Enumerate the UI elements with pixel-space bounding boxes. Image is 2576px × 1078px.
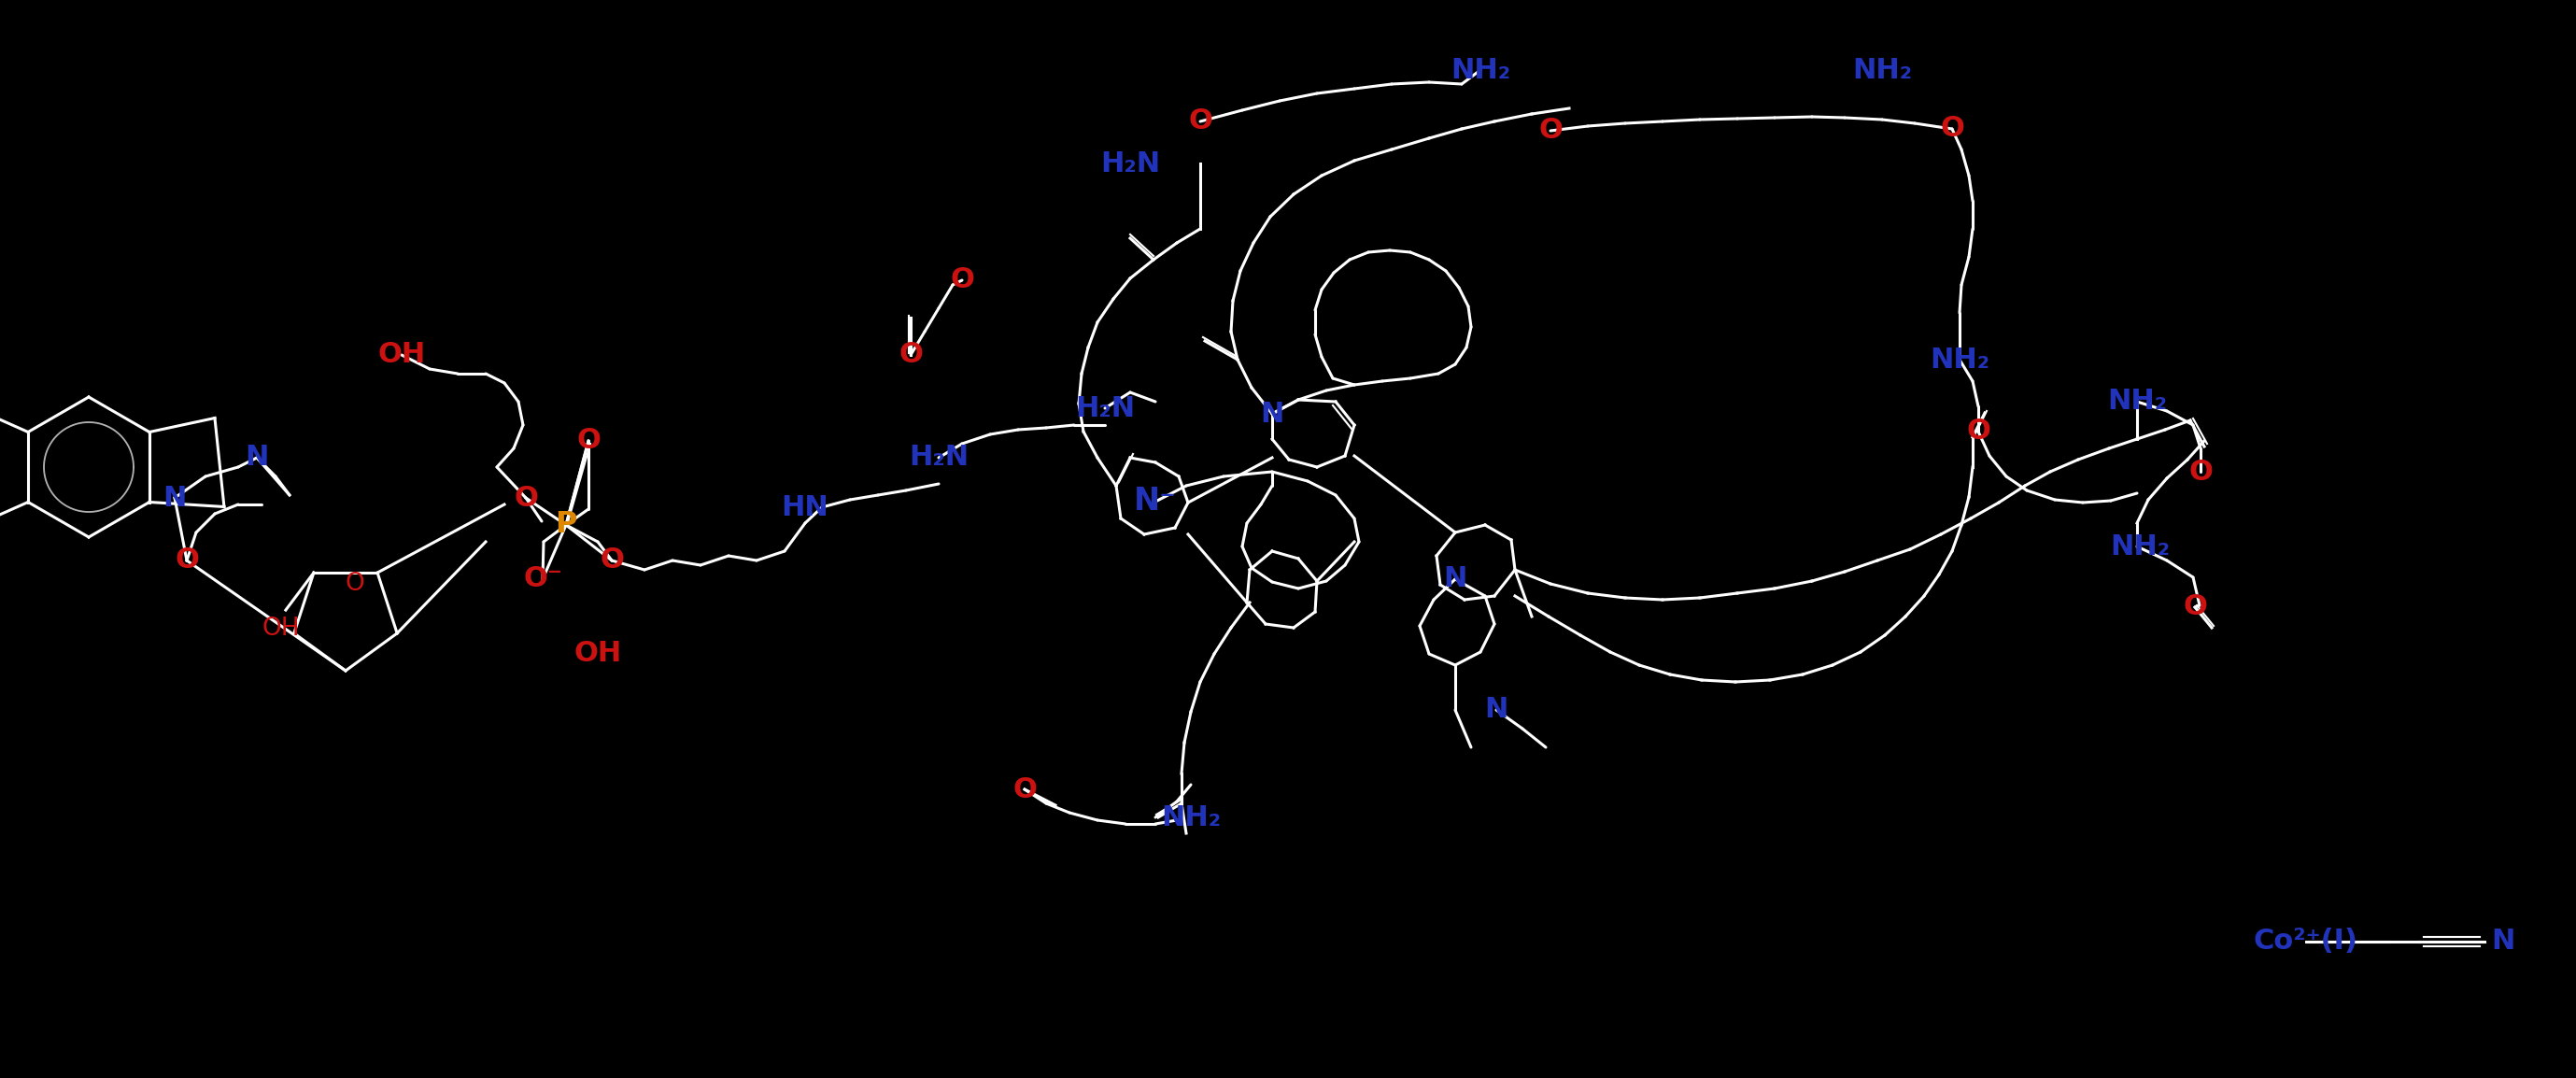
Text: H₂N: H₂N [909, 444, 969, 471]
Text: O: O [951, 266, 974, 294]
Text: O: O [1940, 115, 1963, 142]
Text: NH₂: NH₂ [1450, 56, 1510, 84]
Text: O: O [577, 427, 600, 455]
Text: O: O [175, 547, 198, 573]
Text: NH₂: NH₂ [2110, 533, 2169, 559]
Text: N: N [2491, 928, 2514, 955]
Text: NH₂: NH₂ [1162, 804, 1221, 831]
Text: O: O [1012, 776, 1036, 803]
Text: NH₂: NH₂ [1852, 56, 1911, 84]
Text: HN: HN [781, 494, 829, 521]
Text: N⁻: N⁻ [1133, 486, 1177, 517]
Text: N: N [162, 484, 185, 511]
Text: O: O [1965, 418, 1991, 445]
Text: H₂N: H₂N [1074, 395, 1136, 421]
Text: O: O [1188, 108, 1213, 135]
Text: N: N [1260, 400, 1283, 427]
Text: O: O [513, 484, 538, 511]
Text: OH: OH [574, 640, 621, 667]
Text: O: O [1538, 118, 1564, 144]
Text: OH: OH [263, 617, 299, 641]
Text: O⁻: O⁻ [523, 566, 562, 593]
Text: O: O [600, 547, 623, 573]
Text: NH₂: NH₂ [1929, 346, 1989, 373]
Text: O: O [2182, 594, 2208, 621]
Text: P: P [554, 511, 577, 539]
Text: O: O [2190, 458, 2213, 485]
Text: N: N [1484, 696, 1507, 723]
Text: N: N [1443, 566, 1468, 593]
Text: O: O [899, 342, 922, 369]
Text: O: O [345, 571, 366, 596]
Text: Co²⁺(I): Co²⁺(I) [2254, 928, 2360, 955]
Text: NH₂: NH₂ [2107, 388, 2166, 415]
Text: N: N [245, 444, 268, 471]
Text: H₂N: H₂N [1100, 150, 1159, 177]
Text: OH: OH [379, 342, 425, 369]
